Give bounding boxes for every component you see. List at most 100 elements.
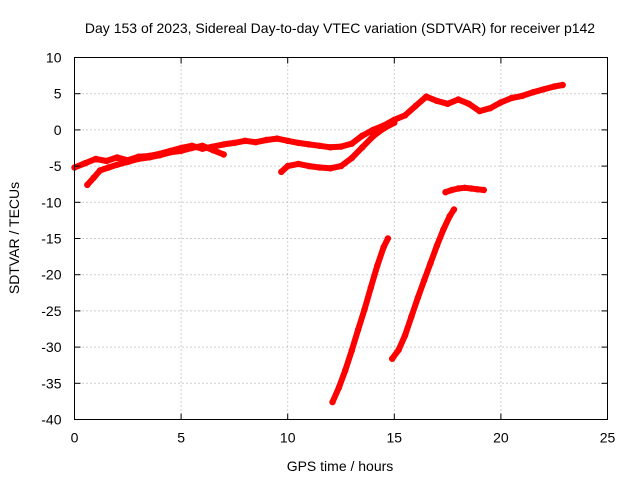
data-point	[414, 294, 421, 302]
y-tick-label: 10	[46, 50, 62, 66]
data-point	[427, 259, 434, 267]
data-point	[199, 142, 206, 149]
data-point	[90, 174, 97, 181]
data-point	[220, 141, 227, 148]
data-point	[461, 184, 468, 191]
data-point	[252, 139, 259, 146]
data-point	[354, 326, 362, 333]
data-point	[361, 306, 368, 313]
chart-title: Day 153 of 2023, Sidereal Day-to-day VTE…	[85, 20, 595, 36]
y-axis-label: SDTVAR / TECUs	[6, 182, 22, 294]
grid	[74, 57, 608, 420]
data-point	[335, 384, 343, 391]
y-tick-label: 0	[54, 122, 62, 138]
data-point	[278, 168, 285, 176]
data-point	[348, 154, 355, 162]
data-point	[480, 186, 487, 194]
data-point	[327, 165, 334, 172]
data-point	[124, 158, 131, 165]
data-point	[551, 83, 558, 90]
data-point	[508, 94, 515, 102]
y-tick-label: -25	[41, 303, 61, 319]
data-point	[316, 164, 323, 171]
data-point	[446, 212, 453, 220]
data-point	[433, 242, 441, 249]
data-point	[113, 161, 121, 168]
data-point	[84, 181, 91, 189]
data-point	[359, 144, 366, 151]
data-point	[342, 367, 349, 374]
data-point	[401, 112, 409, 119]
y-tick-label: 5	[54, 86, 62, 102]
y-tick-label: -10	[41, 194, 61, 210]
data-point	[487, 105, 494, 112]
data-point	[367, 284, 374, 291]
data-point	[444, 100, 451, 108]
data-point	[455, 96, 462, 103]
data-point	[145, 154, 153, 161]
data-point	[231, 139, 238, 147]
data-point	[448, 186, 456, 194]
data-point	[465, 100, 473, 108]
data-point	[305, 141, 313, 148]
data-point	[540, 86, 547, 93]
data-point	[442, 189, 449, 196]
data-point	[295, 139, 302, 147]
data-point	[273, 135, 281, 142]
data-point	[476, 107, 483, 115]
data-point	[474, 186, 481, 193]
data-point	[220, 151, 227, 158]
plot-area	[71, 81, 566, 406]
data-point	[401, 332, 409, 339]
y-tick-label: -35	[41, 375, 61, 391]
data-point	[433, 97, 441, 105]
data-point	[374, 262, 381, 270]
data-point	[103, 157, 110, 165]
data-point	[295, 160, 302, 168]
data-point	[348, 347, 355, 354]
data-point	[284, 137, 291, 144]
data-point	[209, 147, 217, 154]
data-point	[241, 137, 249, 144]
data-point	[337, 162, 345, 170]
data-point	[391, 119, 398, 126]
data-point	[135, 155, 142, 163]
data-point	[559, 81, 566, 89]
data-point	[395, 346, 402, 354]
data-point	[327, 144, 334, 151]
x-tick-label: 10	[280, 430, 296, 446]
data-point	[497, 99, 505, 106]
data-point	[455, 185, 462, 192]
axis-ticks: 0 5 10 15 20 25 -40 -35 -30 -25 -20 -15 -10 -5 0 5 10	[41, 50, 615, 446]
data-point	[423, 93, 430, 100]
data-point	[82, 160, 89, 167]
data-point	[529, 89, 537, 96]
x-tick-label: 5	[177, 430, 185, 446]
data-point	[359, 132, 366, 139]
data-point	[337, 143, 345, 150]
y-tick-label: -15	[41, 231, 61, 247]
data-point	[384, 235, 392, 242]
data-point	[316, 142, 323, 149]
data-point	[389, 355, 396, 362]
data-point	[329, 398, 336, 406]
data-point	[412, 102, 419, 110]
data-point	[380, 244, 387, 251]
series-line-5	[329, 235, 391, 406]
data-point	[105, 164, 112, 171]
data-point	[420, 277, 428, 284]
data-point	[96, 167, 104, 174]
data-point	[188, 144, 195, 152]
data-point	[348, 140, 355, 147]
data-point	[263, 136, 270, 144]
x-tick-label: 20	[493, 430, 509, 446]
data-point	[467, 185, 475, 192]
data-point	[156, 152, 163, 159]
data-point	[92, 155, 100, 163]
data-point	[284, 162, 291, 170]
data-point	[440, 226, 447, 233]
data-point	[519, 92, 526, 100]
x-tick-label: 15	[387, 430, 403, 446]
data-point	[305, 162, 313, 170]
x-tick-label: 0	[71, 430, 79, 446]
